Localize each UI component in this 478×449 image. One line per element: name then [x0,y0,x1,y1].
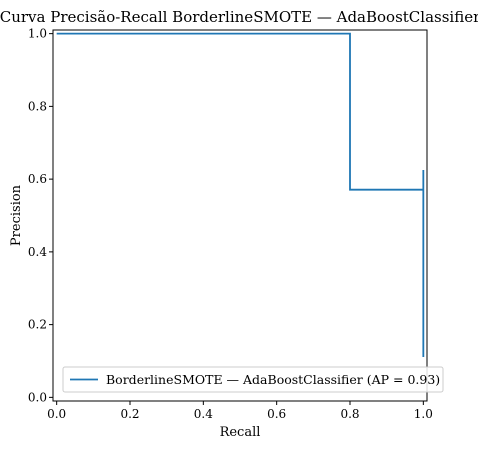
x-tick-label: 0.0 [47,407,66,421]
y-tick-label: 0.6 [28,172,47,186]
plot-area [56,32,425,357]
y-tick-label: 1.0 [28,27,47,41]
legend-box [62,366,444,393]
y-tick-label: 0.4 [28,245,47,259]
x-tick-label: 1.0 [414,407,433,421]
y-tick-label: 0.8 [28,99,47,113]
chart-title: Curva Precisão-Recall BorderlineSMOTE — … [0,8,478,26]
x-tick-label: 0.2 [120,407,139,421]
axes-frame [52,29,428,402]
axis-ticks: 0.0 0.2 0.4 0.6 0.8 1.0 0.0 0.2 0.4 0.6 0.8 1.0 [28,27,433,421]
x-axis-label: Recall [220,425,261,440]
x-tick-label: 0.8 [340,407,359,421]
x-tick-label: 0.4 [194,407,213,421]
legend-entry-label: BorderlineSMOTE — AdaBoostClassifier (AP… [106,372,440,387]
y-tick-label: 0.2 [28,318,47,332]
x-tick-label: 0.6 [267,407,286,421]
y-tick-label: 0.0 [28,390,47,404]
series-line [56,32,425,357]
y-axis-label: Precision [9,184,24,246]
legend: BorderlineSMOTE — AdaBoostClassifier (AP… [62,366,444,393]
